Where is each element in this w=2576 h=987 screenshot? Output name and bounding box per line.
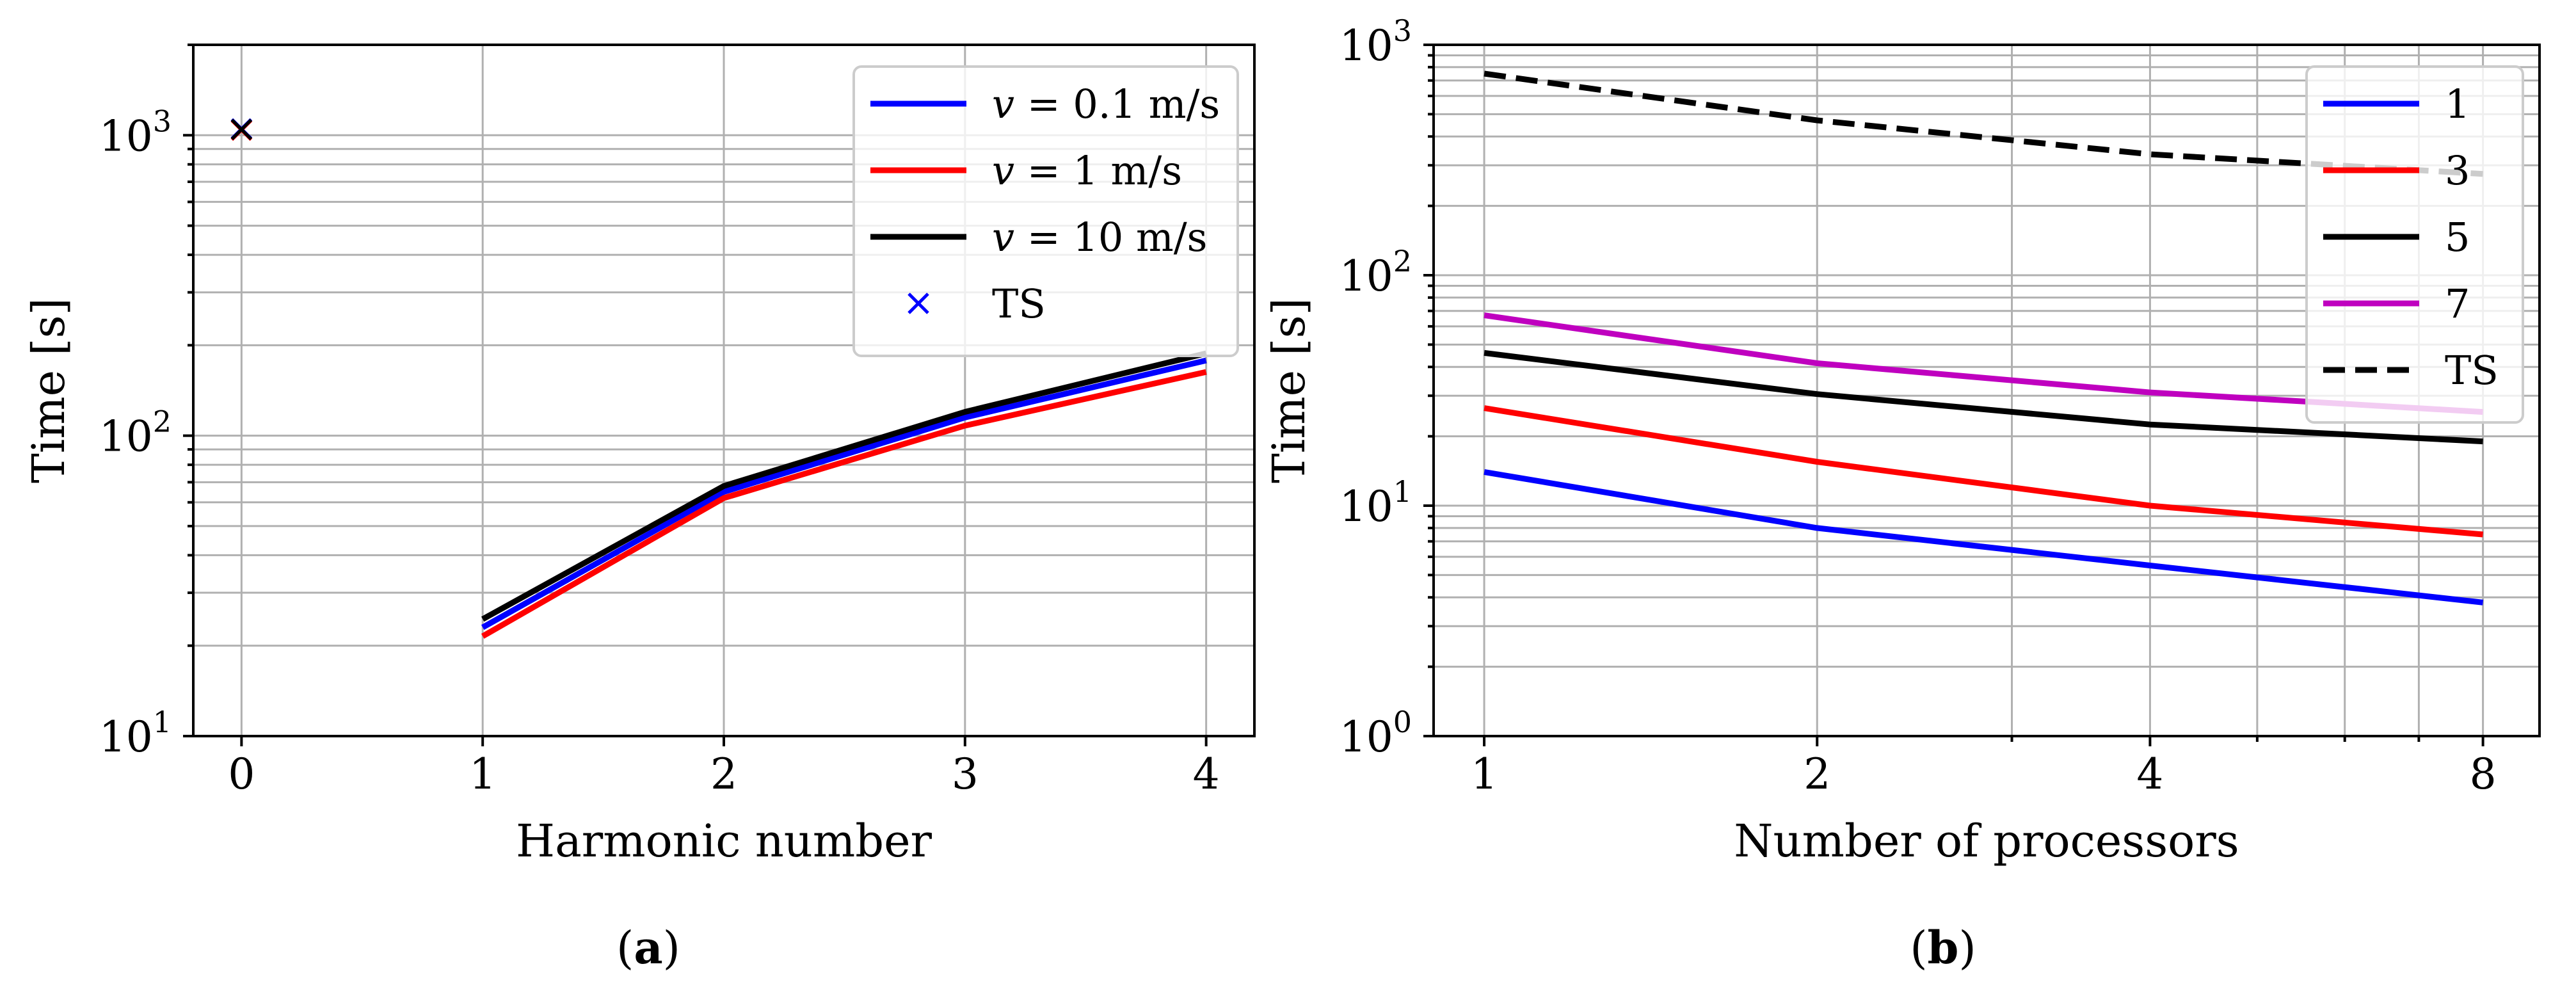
panel-b: 1 2 4 8 100 101 102 103 Number of processors Ti…: [1263, 13, 2541, 974]
x-tick-label: 1: [1471, 750, 1498, 799]
series-line-3: [1484, 405, 2483, 538]
panel-a-x-axis-title: Harmonic number: [516, 815, 932, 867]
x-tick-label: 2: [710, 750, 737, 799]
series-line-1: [1484, 469, 2484, 606]
ts-marker-stroke: [230, 118, 253, 141]
y-tick-label: 102: [1340, 244, 1412, 301]
x-tick-label: 8: [2470, 750, 2497, 799]
legend-box: [852, 65, 1239, 357]
series-line-v-0-1-m-s: [481, 357, 1207, 630]
panel-a-caption: (a): [616, 921, 680, 974]
panel-b-y-axis-title: Time [s]: [1263, 298, 1315, 483]
legend-label: TS: [2445, 347, 2499, 394]
legend-label: v = 1 m/s: [992, 147, 1182, 194]
x-tick-label: 1: [469, 750, 496, 799]
legend-label: v = 0.1 m/s: [992, 81, 1220, 127]
x-tick-label: 4: [1193, 750, 1220, 799]
panel-b-caption: (b): [1910, 921, 1976, 974]
panel-b-ticks: 1 2 4 8 100 101 102 103: [1340, 13, 2497, 799]
series-line-v-1-m-s: [481, 369, 1207, 639]
ts-marker: [230, 118, 253, 141]
y-tick-label: 103: [99, 104, 172, 161]
panel-b-axes-frame: [1432, 44, 2541, 737]
panel-b-legend: 1 3 5 7 TS: [2305, 65, 2524, 424]
panel-b-x-axis-title: Number of processors: [1734, 815, 2239, 867]
panel-a-y-axis-title: Time [s]: [22, 298, 75, 483]
legend-label: 1: [2445, 81, 2470, 127]
legend-label: v = 10 m/s: [992, 214, 1208, 261]
legend-label: 5: [2445, 214, 2470, 261]
series-line-5: [1484, 349, 2483, 445]
panel-a-ticks: 0 1 2 3 4 101 102 103: [99, 44, 1220, 799]
y-tick-label: 102: [99, 405, 172, 461]
x-tick-label: 2: [1804, 750, 1830, 799]
y-tick-label: 101: [99, 705, 172, 762]
panel-a-legend: v = 0.1 m/s v = 1 m/s v = 10 m/s TS: [852, 65, 1239, 357]
series-line-v-10-m-s: [481, 350, 1207, 622]
y-tick-label: 100: [1340, 705, 1412, 762]
legend-label: 3: [2445, 147, 2470, 194]
legend-marker: [908, 293, 929, 314]
panel-a-series: [230, 118, 1207, 639]
x-tick-label: 0: [228, 750, 255, 799]
x-tick-label: 3: [952, 750, 979, 799]
x-tick-label: 4: [2136, 750, 2163, 799]
legend-box: [2305, 65, 2524, 424]
legend-label: TS: [992, 280, 1046, 327]
y-tick-label: 103: [1340, 13, 1412, 70]
y-tick-label: 101: [1340, 474, 1412, 531]
legend-label: 7: [2445, 280, 2470, 327]
